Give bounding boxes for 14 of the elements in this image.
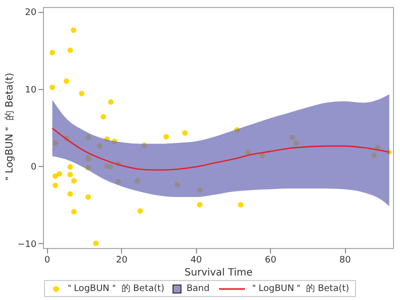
x-tick-label: 20 <box>116 256 128 266</box>
y-tick-label: 20 <box>25 8 37 18</box>
x-tick-label: 60 <box>264 256 277 266</box>
x-axis-title: Survival Time <box>184 268 252 278</box>
x-tick-label: 0 <box>44 256 50 266</box>
y-axis-title: ＂LogBUN＂ 的 Beta(t) <box>4 72 16 184</box>
legend-label: ＂LogBUN＂ 的 Beta(t) <box>250 282 350 295</box>
y-tick-label: −10 <box>18 240 37 250</box>
y-tick-label: 10 <box>25 85 37 96</box>
x-tick-label: 80 <box>339 256 352 266</box>
text: Band <box>186 284 210 294</box>
y-tick-label: 0 <box>30 162 37 173</box>
legend-label: ＂LogBUN＂ 的 Beta(t) <box>64 282 164 295</box>
x-tick-label: 40 <box>190 256 202 266</box>
